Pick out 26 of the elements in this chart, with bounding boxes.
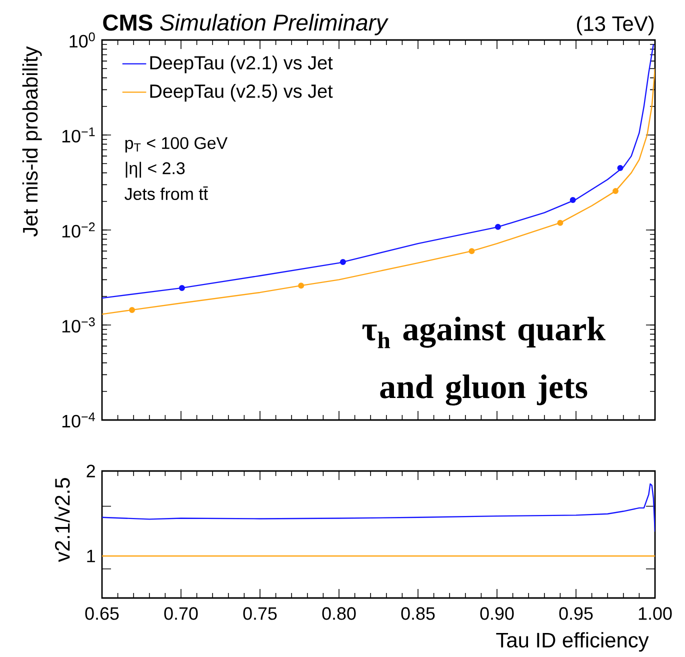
x-tick-label: 0.95 xyxy=(559,607,593,620)
y-tick-label: 10$^{−4}$ xyxy=(62,412,95,428)
x-axis-title: Tau ID efficiency xyxy=(496,632,649,652)
y-tick-label: 10$^{−3}$ xyxy=(62,317,95,333)
x-tick-label: 1.00 xyxy=(638,607,672,620)
x-tick-label: 0.75 xyxy=(243,607,277,620)
x-tick-label: 0.80 xyxy=(322,607,356,620)
annotation: Jets from tt̄ xyxy=(124,186,208,200)
y-tick-label: 10$^{−2}$ xyxy=(62,222,95,238)
y-tick-label: 10$^{0}$ xyxy=(70,32,95,48)
y-tick-label: 10$^{−1}$ xyxy=(62,127,95,143)
annotation: τ$_{h}$ against quark and gluon jets xyxy=(362,316,606,406)
y-axis-title: Jet mis-id probability xyxy=(22,46,42,237)
annotation: p$_{T}$ < 100 GeV xyxy=(125,137,228,152)
legend-label: DeepTau (v2.1) vs Jet xyxy=(150,56,333,74)
x-tick-label: 0.85 xyxy=(401,607,435,620)
chart-title: CMS Simulation Preliminary xyxy=(103,14,389,36)
y-axis-title: v2.1/v2.5 xyxy=(54,478,70,562)
y-tick-label: 2 xyxy=(86,464,95,478)
legend-label: DeepTau (v2.5) vs Jet xyxy=(150,84,333,102)
annotation: |η| < 2.3 xyxy=(126,162,185,178)
x-tick-label: 0.70 xyxy=(164,607,198,620)
text: (13 TeV) xyxy=(577,16,654,36)
y-tick-label: 1 xyxy=(87,550,95,562)
x-tick-label: 0.90 xyxy=(480,607,514,620)
x-tick-label: 0.65 xyxy=(85,607,119,620)
